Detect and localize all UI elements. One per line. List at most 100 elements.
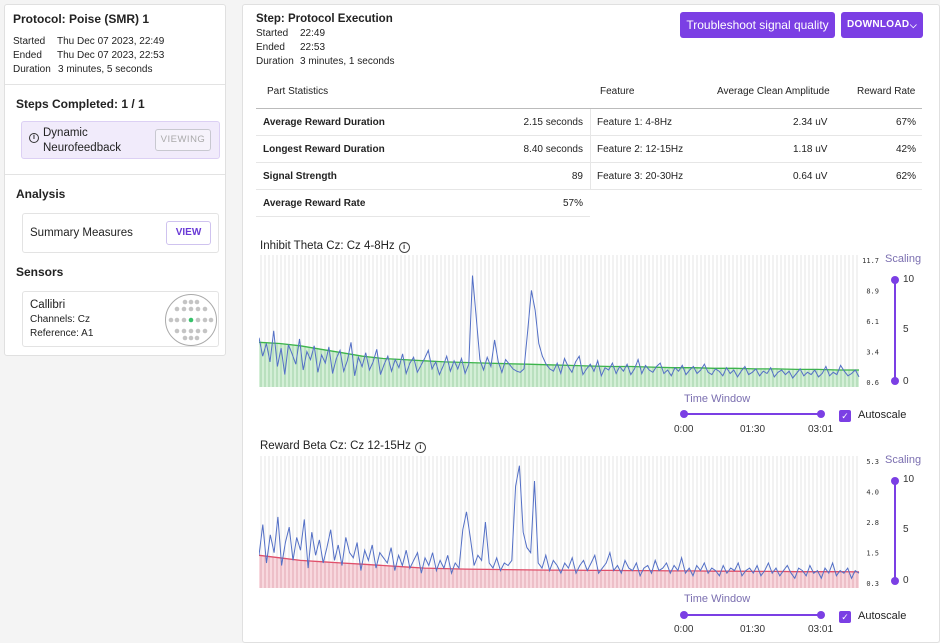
info-icon[interactable]: i	[414, 442, 426, 453]
slider-handle[interactable]	[817, 611, 825, 619]
col-part-statistics: Part Statistics	[267, 86, 329, 97]
protocol-ended-label: Ended	[13, 50, 42, 61]
signal-line	[259, 275, 860, 380]
sensors-title: Sensors	[16, 265, 64, 279]
step-duration-value: 3 minutes, 1 seconds	[300, 56, 395, 67]
col-average-clean-amplitude: Average Clean Amplitude	[717, 86, 830, 97]
feature-name: Feature 1: 4-8Hz	[597, 117, 673, 128]
feature-amplitude: 2.34 uV	[793, 117, 828, 128]
part-statistics-table: Average Reward Duration 2.15 seconds Long…	[256, 109, 590, 217]
time-tick: 03:01	[808, 624, 834, 635]
time-window-slider[interactable]	[680, 611, 825, 619]
scaling-tick: 0	[903, 376, 909, 387]
scaling-tick: 0	[903, 575, 909, 586]
beta-chart: 5.3 4.0 2.8 1.5 0.3	[259, 456, 879, 588]
download-label: DOWNLOAD	[847, 19, 910, 30]
autoscale-checkbox[interactable]: ✓	[839, 410, 851, 422]
signal-line	[259, 465, 860, 580]
protocol-started: Started Thu Dec 07 2023, 22:49	[13, 35, 217, 49]
y-tick-label: 3.4	[866, 349, 879, 357]
protocol-panel: Protocol: Poise (SMR) 1 Started Thu Dec 0…	[4, 4, 226, 356]
slider-handle[interactable]	[891, 276, 899, 284]
slider-handle[interactable]	[817, 410, 825, 418]
step-card-dynamic-neurofeedback[interactable]: i Dynamic Neurofeedback VIEWING	[21, 121, 220, 159]
table-row: Feature 1: 4-8Hz 2.34 uV 67%	[591, 109, 922, 136]
slider-handle[interactable]	[891, 377, 899, 385]
autoscale-label: Autoscale	[858, 409, 907, 421]
troubleshoot-button[interactable]: Troubleshoot signal quality	[680, 12, 835, 38]
feature-name: Feature 3: 20-30Hz	[597, 171, 684, 182]
y-tick-label: 11.7	[862, 257, 879, 265]
table-row: Average Reward Duration 2.15 seconds	[256, 109, 590, 136]
table-header: Part Statistics Feature Average Clean Am…	[256, 77, 922, 109]
time-tick: 01:30	[740, 424, 766, 435]
viewing-button[interactable]: VIEWING	[155, 129, 211, 151]
table-row: Average Reward Rate 57%	[256, 190, 590, 217]
sensor-channels: Channels: Cz	[30, 314, 91, 325]
step-title: Step: Protocol Execution	[256, 13, 393, 25]
slider-handle[interactable]	[891, 577, 899, 585]
step-ended: Ended 22:53	[256, 42, 325, 53]
step-started-value: 22:49	[300, 28, 326, 39]
chart-title-text: Reward Beta Cz: Cz 12-15Hz	[260, 440, 411, 452]
slider-handle[interactable]	[680, 611, 688, 619]
info-icon[interactable]: i	[398, 242, 410, 253]
time-window-slider[interactable]	[680, 410, 825, 418]
step-label: Dynamic Neurofeedback	[43, 127, 121, 154]
step-duration: Duration 3 minutes, 1 seconds	[256, 56, 395, 67]
stat-label: Signal Strength	[263, 170, 337, 182]
scaling-tick: 10	[903, 474, 915, 485]
slider-controls	[680, 276, 899, 619]
threshold-hatch	[260, 342, 858, 387]
feature-reward-rate: 67%	[895, 117, 916, 128]
scaling-slider[interactable]	[891, 276, 899, 385]
sensor-name: Callibri	[30, 299, 66, 311]
feature-name: Feature 2: 12-15Hz	[597, 144, 684, 155]
view-button[interactable]: VIEW	[166, 221, 211, 245]
stat-label: Average Reward Rate	[263, 197, 366, 209]
electrode-map-icon	[165, 294, 217, 346]
download-button[interactable]: DOWNLOAD ⌵	[841, 12, 923, 38]
stat-label: Longest Reward Duration	[263, 143, 385, 155]
chart-title-text: Inhibit Theta Cz: Cz 4-8Hz	[260, 240, 395, 252]
stat-value: 57%	[562, 197, 583, 209]
stat-label: Average Reward Duration	[263, 116, 385, 128]
time-window-label: Time Window	[684, 593, 751, 605]
feature-amplitude: 1.18 uV	[793, 144, 828, 155]
slider-handle[interactable]	[891, 477, 899, 485]
table-row: Feature 2: 12-15Hz 1.18 uV 42%	[591, 136, 922, 163]
scaling-slider[interactable]	[891, 477, 899, 585]
step-started: Started 22:49	[256, 28, 325, 39]
chart-title-theta: Inhibit Theta Cz: Cz 4-8Hz i	[260, 240, 410, 253]
chart-grid	[260, 255, 858, 387]
stat-value: 8.40 seconds	[523, 143, 584, 155]
stat-value: 2.15 seconds	[523, 116, 584, 128]
slider-handle[interactable]	[680, 410, 688, 418]
protocol-duration: Duration 3 minutes, 5 seconds	[13, 63, 217, 77]
y-tick-label: 1.5	[866, 550, 879, 558]
table-row: Longest Reward Duration 8.40 seconds	[256, 136, 590, 163]
time-tick: 0:00	[674, 624, 694, 635]
autoscale-checkbox[interactable]: ✓	[839, 611, 851, 623]
step-ended-label: Ended	[256, 42, 285, 53]
feature-reward-rate: 62%	[895, 171, 916, 182]
y-tick-label: 0.6	[866, 379, 879, 387]
protocol-ended-value: Thu Dec 07 2023, 22:53	[57, 50, 165, 61]
steps-title: Steps Completed: 1 / 1	[16, 97, 145, 111]
threshold-area	[259, 342, 859, 387]
step-duration-label: Duration	[256, 56, 294, 67]
protocol-duration-value: 3 minutes, 5 seconds	[58, 64, 153, 75]
analysis-title: Analysis	[16, 187, 66, 201]
protocol-duration-label: Duration	[13, 64, 51, 75]
time-tick: 01:30	[740, 624, 766, 635]
feature-reward-rate: 42%	[895, 144, 916, 155]
protocol-started-value: Thu Dec 07 2023, 22:49	[57, 36, 165, 47]
step-started-label: Started	[256, 28, 289, 39]
time-tick: 0:00	[674, 424, 694, 435]
threshold-line	[259, 341, 859, 371]
sensor-reference: Reference: A1	[30, 328, 94, 339]
scaling-label: Scaling	[885, 253, 922, 265]
theta-chart: 11.7 8.9 6.1 3.4 0.6	[259, 255, 879, 387]
time-window-label: Time Window	[684, 393, 751, 405]
steps-section: Steps Completed: 1 / 1 i Dynamic Neurofe…	[5, 85, 225, 175]
